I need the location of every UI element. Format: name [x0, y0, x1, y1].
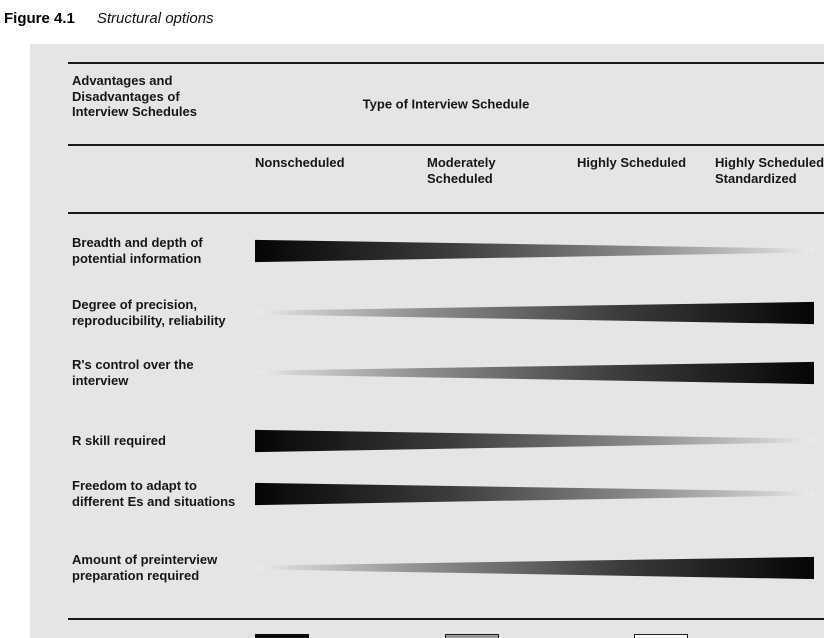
table-body: Breadth and depth of potential informati…: [68, 220, 824, 610]
legend-item-medium: Medium: [444, 634, 635, 638]
gradient-wedge: [255, 429, 824, 453]
figure-title: Structural options: [96, 10, 214, 27]
table-header: Advantages and Disadvantages of Intervie…: [68, 64, 824, 144]
figure-number: Figure 4.1: [4, 10, 75, 27]
row-label: R's control over the interview: [72, 357, 194, 388]
horizontal-rule-bottom: [68, 618, 824, 620]
row-label: Degree of precision, reproducibility, re…: [72, 297, 226, 328]
legend-item-high: High: [255, 634, 445, 638]
legend-swatch-low: [634, 634, 689, 638]
table-row: R skill required: [68, 420, 824, 462]
table-row: Degree of precision, reproducibility, re…: [68, 282, 824, 344]
legend: High Medium Low: [255, 620, 824, 638]
figure-caption: Figure 4.1 Structural options: [4, 10, 214, 27]
table-row: Amount of preinterview preparation requi…: [68, 526, 824, 610]
gradient-wedge: [255, 361, 824, 385]
horizontal-rule-columns: [68, 212, 824, 214]
column-header-spacer: [68, 146, 255, 212]
legend-item-low: Low: [634, 634, 824, 638]
legend-label-high: High: [322, 636, 351, 638]
row-label: R skill required: [72, 433, 166, 449]
gradient-wedge: [255, 301, 824, 325]
column-header-nonscheduled: Nonscheduled: [255, 155, 345, 170]
legend-label-low: Low: [701, 636, 727, 638]
gradient-wedge: [255, 482, 824, 506]
column-header-highly-scheduled: Highly Scheduled: [577, 155, 687, 170]
horizontal-rule-header: [68, 144, 824, 146]
column-axis-title: Type of Interview Schedule: [362, 96, 530, 112]
table-row: R's control over the interview: [68, 344, 824, 402]
figure-panel: Advantages and Disadvantages of Intervie…: [30, 44, 824, 638]
row-label: Breadth and depth of potential informati…: [72, 235, 203, 266]
legend-swatch-high: [255, 634, 309, 638]
horizontal-rule-top: [68, 62, 824, 64]
legend-swatch-medium: [444, 634, 499, 638]
gradient-wedge: [255, 556, 824, 580]
table-row: Freedom to adapt to different Es and sit…: [68, 462, 824, 526]
row-axis-title: Advantages and Disadvantages of Intervie…: [72, 73, 197, 120]
legend-label-medium: Medium: [512, 636, 561, 638]
gradient-wedge: [255, 239, 824, 263]
table-row: Breadth and depth of potential informati…: [68, 220, 824, 282]
row-label: Freedom to adapt to different Es and sit…: [72, 478, 236, 509]
column-header-moderately-scheduled: Moderately Scheduled: [427, 155, 496, 187]
column-header-highly-scheduled-standardized: Highly Scheduled Standardized: [715, 155, 824, 187]
column-headers: Nonscheduled Moderately Scheduled Highly…: [68, 146, 824, 212]
row-label: Amount of preinterview preparation requi…: [72, 552, 218, 583]
